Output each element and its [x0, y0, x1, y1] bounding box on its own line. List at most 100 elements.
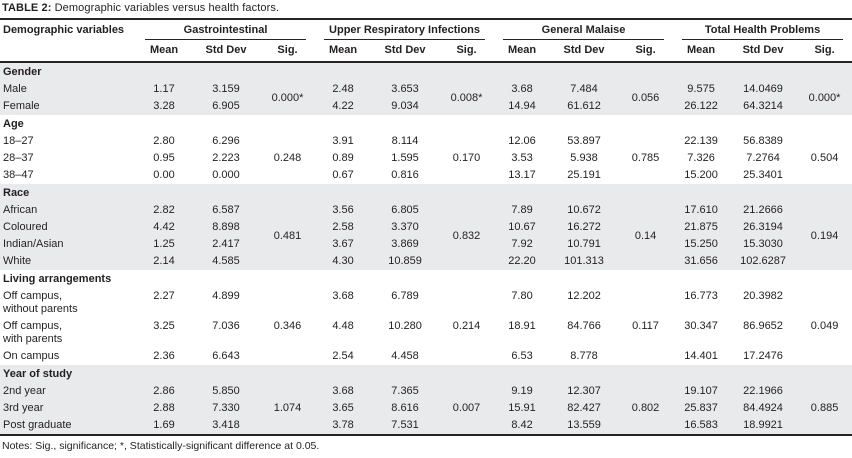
sig-value: 0.885	[797, 383, 852, 435]
stddev-value: 4.458	[391, 350, 419, 362]
table-body: Gender Male 1.17 3.159 0.000* 2.48 3.653 0.008*…	[0, 62, 852, 435]
stddev-value: 13.559	[550, 417, 619, 435]
sig-value: 0.007	[439, 383, 495, 435]
stddev-value: 82.427	[550, 400, 619, 417]
section-title: Year of study	[0, 365, 852, 383]
mean-value: 16.773	[684, 290, 718, 302]
mean-value: 16.583	[673, 417, 730, 435]
row-label: White	[0, 253, 136, 270]
mean-value: 0.00	[153, 169, 175, 181]
stddev-value: 8.114	[391, 135, 419, 147]
mean-value: 3.53	[511, 152, 533, 164]
table-head: Demographic variables Gastrointestinal U…	[0, 19, 852, 62]
table-row: Indian/Asian 1.25 2.417 3.67 3.869 7.92 10.791…	[0, 236, 852, 253]
column-header-mean: Mean	[328, 44, 358, 56]
mean-value: 9.19	[494, 383, 551, 400]
group-label: Total Health Problems	[682, 22, 844, 40]
mean-value: 7.92	[494, 236, 551, 253]
section-title: Living arrangements	[3, 273, 112, 285]
column-header-stddev: Std Dev	[742, 44, 784, 56]
stddev-value: 6.587	[192, 202, 260, 219]
stddev-value: 17.2476	[743, 350, 783, 362]
mean-value: 31.656	[673, 253, 730, 270]
column-header-mean: Mean	[149, 44, 179, 56]
mean-value: 15.91	[494, 400, 551, 417]
mean-value: 1.25	[136, 236, 192, 253]
mean-value: 2.80	[153, 135, 175, 147]
mean-value: 3.67	[315, 236, 372, 253]
stddev-value: 1.595	[391, 152, 419, 164]
stddev-value: 64.3214	[729, 98, 798, 115]
column-header-stddev: Std Dev	[205, 44, 247, 56]
stddev-value: 7.036	[212, 320, 240, 332]
table-caption-label: TABLE 2:	[2, 2, 52, 14]
mean-value: 4.22	[315, 98, 372, 115]
stddev-value: 10.791	[550, 236, 619, 253]
mean-value: 2.36	[153, 350, 175, 362]
mean-value: 2.14	[136, 253, 192, 270]
mean-value: 2.27	[153, 290, 175, 302]
table-row: 18–27 2.80 6.296 0.248 3.91 8.114 0.170 12.06 53…	[0, 133, 852, 164]
mean-value: 12.06	[508, 135, 536, 147]
mean-value: 3.91	[332, 135, 354, 147]
table-row: Female 3.28 6.905 4.22 9.034 14.94 61.612 26.12…	[0, 98, 852, 115]
sig-value: 0.504	[810, 152, 839, 164]
stddev-value: 5.850	[192, 383, 260, 400]
mean-value: 18.91	[508, 320, 536, 332]
stddev-value: 25.191	[567, 169, 601, 181]
sig-value: 0.14	[618, 202, 674, 270]
row-label: On campus	[3, 350, 60, 362]
stddev-value: 7.484	[550, 81, 619, 98]
mean-value: 22.20	[494, 253, 551, 270]
mean-value: 2.48	[315, 81, 372, 98]
stddev-value: 53.897	[567, 135, 601, 147]
mean-value: 9.575	[673, 81, 730, 98]
table-row: African 2.82 6.587 0.481 3.56 6.805 0.832 7.89 1…	[0, 202, 852, 270]
mean-value: 30.347	[684, 320, 718, 332]
stddev-value: 7.531	[371, 417, 440, 435]
column-header-demographic-variables: Demographic variables	[3, 24, 125, 36]
sig-value: 0.785	[631, 152, 660, 164]
column-header-sig: Sig.	[635, 44, 656, 56]
sig-value: 0.214	[452, 320, 481, 332]
mean-value: 14.94	[494, 98, 551, 115]
mean-value: 15.200	[684, 169, 718, 181]
stddev-value: 4.585	[192, 253, 260, 270]
column-group-total-health-problems: Total Health Problems	[673, 19, 852, 40]
stddev-value: 0.816	[391, 169, 419, 181]
mean-value: 3.68	[332, 290, 354, 302]
group-header-row: Demographic variables Gastrointestinal U…	[0, 19, 852, 40]
mean-value: 2.88	[136, 400, 192, 417]
group-label: Gastrointestinal	[145, 22, 307, 40]
sig-value: 0.481	[260, 202, 316, 270]
stddev-value: 101.313	[550, 253, 619, 270]
column-group-upper-respiratory-infections: Upper Respiratory Infections	[315, 19, 494, 40]
sig-value: 0.000*	[260, 81, 316, 115]
table-row: 3rd year 2.88 7.330 3.65 8.616 15.91 82.427 25.…	[0, 400, 852, 417]
table-row: Male 1.17 3.159 0.000* 2.48 3.653 0.008* 3.68 7.…	[0, 81, 852, 115]
section-header-row: Age	[0, 115, 852, 133]
mean-value: 7.80	[511, 290, 533, 302]
sig-value: 0.802	[618, 383, 674, 435]
mean-value: 2.54	[332, 350, 354, 362]
stddev-value: 7.2764	[746, 152, 780, 164]
table-row: On campus 2.36 6.643 2.54 4.458 6.53 8.778 14.4…	[0, 348, 852, 365]
mean-value: 4.42	[136, 219, 192, 236]
stddev-value: 6.789	[391, 290, 419, 302]
mean-value: 17.610	[673, 202, 730, 219]
stddev-value: 2.223	[212, 152, 240, 164]
column-header-mean: Mean	[686, 44, 716, 56]
row-label: Male	[0, 81, 136, 98]
row-label: 38–47	[3, 169, 34, 181]
sub-header-row: Mean Std Dev Sig. Mean Std Dev Sig. Mean…	[0, 40, 852, 62]
mean-value: 15.250	[673, 236, 730, 253]
stddev-value: 2.417	[192, 236, 260, 253]
mean-value: 4.30	[315, 253, 372, 270]
table-row: 28–37 0.95 2.223 0.89 1.595 3.53 5.938 7.326 7.2…	[0, 150, 852, 167]
stddev-value: 12.307	[550, 383, 619, 400]
column-header-mean: Mean	[507, 44, 537, 56]
mean-value: 1.17	[136, 81, 192, 98]
mean-value: 8.42	[494, 417, 551, 435]
stddev-value: 14.0469	[729, 81, 798, 98]
sig-value: 0.117	[632, 320, 659, 332]
